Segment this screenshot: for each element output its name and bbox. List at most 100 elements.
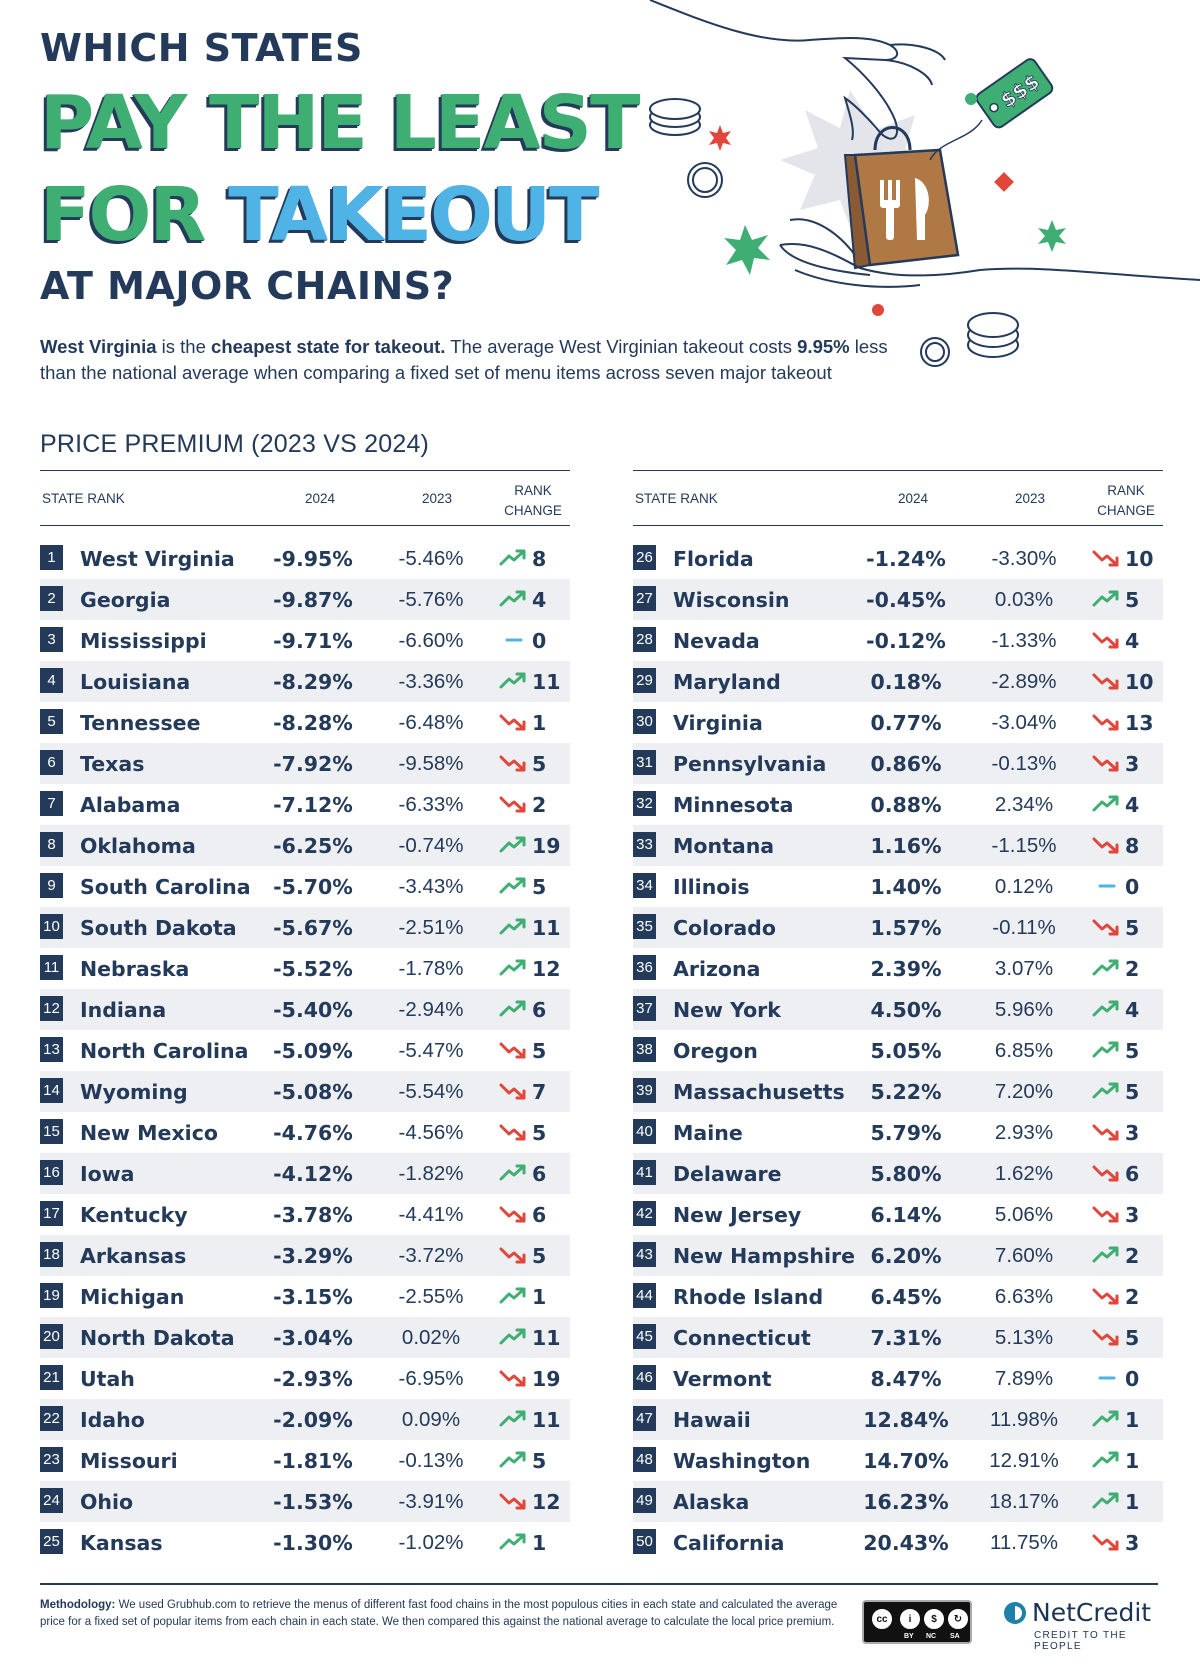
trend-up-icon (499, 959, 526, 976)
trend-up-icon (499, 1328, 526, 1345)
value-2023: 6.63% (994, 1284, 1054, 1308)
rank-change: 11 (532, 1407, 561, 1432)
rank-badge: 10 (40, 914, 63, 939)
intro-percent: 9.95% (797, 336, 850, 357)
state-name: Massachusetts (673, 1079, 845, 1104)
rank-badge: 39 (633, 1078, 656, 1103)
rank-change: 2 (1125, 1243, 1140, 1268)
rank-change: 19 (532, 1366, 561, 1391)
tag-string (929, 119, 983, 161)
value-2023: -1.33% (991, 628, 1057, 652)
rank-badge: 3 (40, 627, 63, 652)
rank-badge: 2 (40, 586, 63, 611)
rank-change: 2 (1125, 956, 1140, 981)
value-2023: 12.91% (989, 1448, 1059, 1472)
rank-change: 5 (532, 1038, 547, 1063)
state-name: Kentucky (80, 1202, 188, 1227)
value-2024: 16.23% (863, 1489, 949, 1514)
value-2023: -2.51% (398, 915, 464, 939)
table-row: 5 Tennessee -8.28% -6.48% 1 (40, 702, 570, 743)
table-row: 21 Utah -2.93% -6.95% 19 (40, 1358, 570, 1399)
value-2023: 0.09% (401, 1407, 461, 1431)
value-2024: -3.15% (273, 1284, 353, 1309)
table-row: 34 Illinois 1.40% 0.12% 0 (633, 866, 1163, 907)
rank-badge: 48 (633, 1447, 656, 1472)
trend-up-icon (499, 1451, 526, 1468)
table-row: 47 Hawaii 12.84% 11.98% 1 (633, 1399, 1163, 1440)
rank-change: 2 (532, 792, 547, 817)
table-row: 43 New Hampshire 6.20% 7.60% 2 (633, 1235, 1163, 1276)
header-rank-change-line1: RANK (514, 483, 552, 498)
rank-change: 0 (1125, 1366, 1140, 1391)
table-row: 14 Wyoming -5.08% -5.54% 7 (40, 1071, 570, 1112)
value-2024: 0.18% (870, 669, 942, 694)
state-name: South Carolina (80, 874, 251, 899)
rank-change: 8 (1125, 833, 1140, 858)
table-row: 27 Wisconsin -0.45% 0.03% 5 (633, 579, 1163, 620)
value-2024: 6.20% (870, 1243, 942, 1268)
rank-badge: 12 (40, 996, 63, 1021)
trend-down-icon (1092, 550, 1119, 567)
rank-change: 5 (532, 1243, 547, 1268)
state-name: Pennsylvania (673, 751, 827, 776)
bottom-hand-icon (779, 218, 1200, 288)
value-2024: -2.09% (273, 1407, 353, 1432)
state-name: North Carolina (80, 1038, 249, 1063)
trend-down-icon (499, 714, 526, 731)
value-2023: -5.76% (398, 587, 464, 611)
rank-change: 19 (532, 833, 561, 858)
rank-badge: 24 (40, 1488, 63, 1513)
footer-divider (40, 1583, 1158, 1585)
title-line-2-takeout: TAKEOUT (228, 172, 599, 258)
state-name: Washington (673, 1448, 811, 1473)
rank-change: 12 (532, 1489, 561, 1514)
trend-up-icon (499, 1533, 526, 1550)
value-2024: 1.16% (870, 833, 942, 858)
value-2023: -2.94% (398, 997, 464, 1021)
trend-down-icon (499, 1042, 526, 1059)
rank-change: 11 (532, 915, 561, 940)
state-name: Connecticut (673, 1325, 811, 1350)
rank-change: 10 (1125, 669, 1154, 694)
rank-badge: 26 (633, 545, 656, 570)
rank-change: 5 (1125, 915, 1140, 940)
title-kicker: WHICH STATES (40, 26, 363, 70)
table-row: 29 Maryland 0.18% -2.89% 10 (633, 661, 1163, 702)
value-2024: -5.09% (273, 1038, 353, 1063)
rank-change: 7 (532, 1079, 547, 1104)
trend-up-icon (499, 590, 526, 607)
state-name: North Dakota (80, 1325, 235, 1350)
rank-badge: 42 (633, 1201, 656, 1226)
state-name: Rhode Island (673, 1284, 824, 1309)
state-name: Michigan (80, 1284, 185, 1309)
sharealike-icon: ↻ (946, 1607, 970, 1631)
rank-change: 5 (532, 1120, 547, 1145)
state-name: Florida (673, 546, 754, 571)
knife-icon (915, 178, 929, 240)
ranking-table-right: STATE RANK 2024 2023 RANK CHANGE 26 Flori… (633, 470, 1163, 1563)
state-name: Oregon (673, 1038, 758, 1063)
trend-up-icon (1092, 1041, 1119, 1058)
value-2024: -3.04% (273, 1325, 353, 1350)
trend-up-icon (499, 1287, 526, 1304)
bag-handle (873, 126, 912, 151)
rank-badge: 9 (40, 873, 63, 898)
cc-label-by: BY (904, 1633, 914, 1640)
table-row: 37 New York 4.50% 5.96% 4 (633, 989, 1163, 1030)
table-row: 25 Kansas -1.30% -1.02% 1 (40, 1522, 570, 1563)
diamond-red-icon (994, 172, 1014, 192)
state-name: Texas (80, 751, 145, 776)
value-2024: 12.84% (863, 1407, 949, 1432)
value-2023: 7.89% (994, 1366, 1054, 1390)
value-2024: -5.52% (273, 956, 353, 981)
rank-badge: 49 (633, 1488, 656, 1513)
rank-change: 5 (532, 874, 547, 899)
value-2024: -2.93% (273, 1366, 353, 1391)
table-row: 6 Texas -7.92% -9.58% 5 (40, 743, 570, 784)
value-2024: -9.71% (273, 628, 353, 653)
state-name: Georgia (80, 587, 171, 612)
value-2024: -1.24% (866, 546, 946, 571)
rank-badge: 38 (633, 1037, 656, 1062)
top-hand-icon (649, 0, 946, 141)
trend-down-icon (1092, 673, 1119, 690)
